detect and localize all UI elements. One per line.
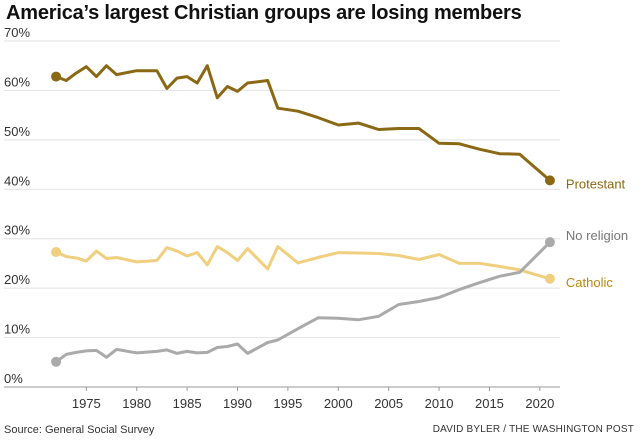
catholic-label: Catholic [566,275,613,290]
x-tick-label: 2010 [425,396,454,411]
protestant-line [55,64,551,182]
catholic-line [55,245,551,281]
x-tick-label: 2005 [374,396,403,411]
y-axis-ticks: 0% 10% 20% 30% 40% 50% 60% 70% [4,25,30,386]
series-lines [51,64,555,367]
no-religion-end-point [544,237,555,248]
no-religion-line [55,241,551,364]
catholic-end-point [544,273,555,284]
no-religion-start-point [51,356,62,367]
y-tick-label: 10% [4,322,30,337]
protestant-label: Protestant [566,176,626,191]
protestant-start-point [51,71,62,82]
y-tick-label: 30% [4,223,30,238]
credit-note: DAVID BYLER / THE WASHINGTON POST [432,424,634,435]
y-tick-label: 40% [4,173,30,188]
source-note: Source: General Social Survey [4,424,155,436]
series-labels: Protestant Catholic No religion [566,176,628,289]
chart-title: America’s largest Christian groups are l… [6,2,522,24]
x-tick-label: 1990 [223,396,252,411]
x-tick-label: 1985 [173,396,202,411]
x-axis-ticks: 1975 1980 1985 1990 1995 2000 2005 2010 2015 2020 [72,387,554,411]
x-tick-label: 2015 [475,396,504,411]
gridlines [4,40,560,388]
no-religion-label: No religion [566,228,628,243]
y-tick-label: 70% [4,25,30,40]
y-tick-label: 60% [4,74,30,89]
x-tick-label: 2020 [525,396,554,411]
protestant-end-point [544,175,555,186]
x-tick-label: 1995 [273,396,302,411]
y-tick-label: 50% [4,124,30,139]
y-tick-label: 20% [4,272,30,287]
catholic-start-point [51,247,62,258]
x-tick-label: 2000 [324,396,353,411]
y-tick-label: 0% [4,371,23,386]
x-tick-label: 1980 [122,396,151,411]
x-tick-label: 1975 [72,396,101,411]
